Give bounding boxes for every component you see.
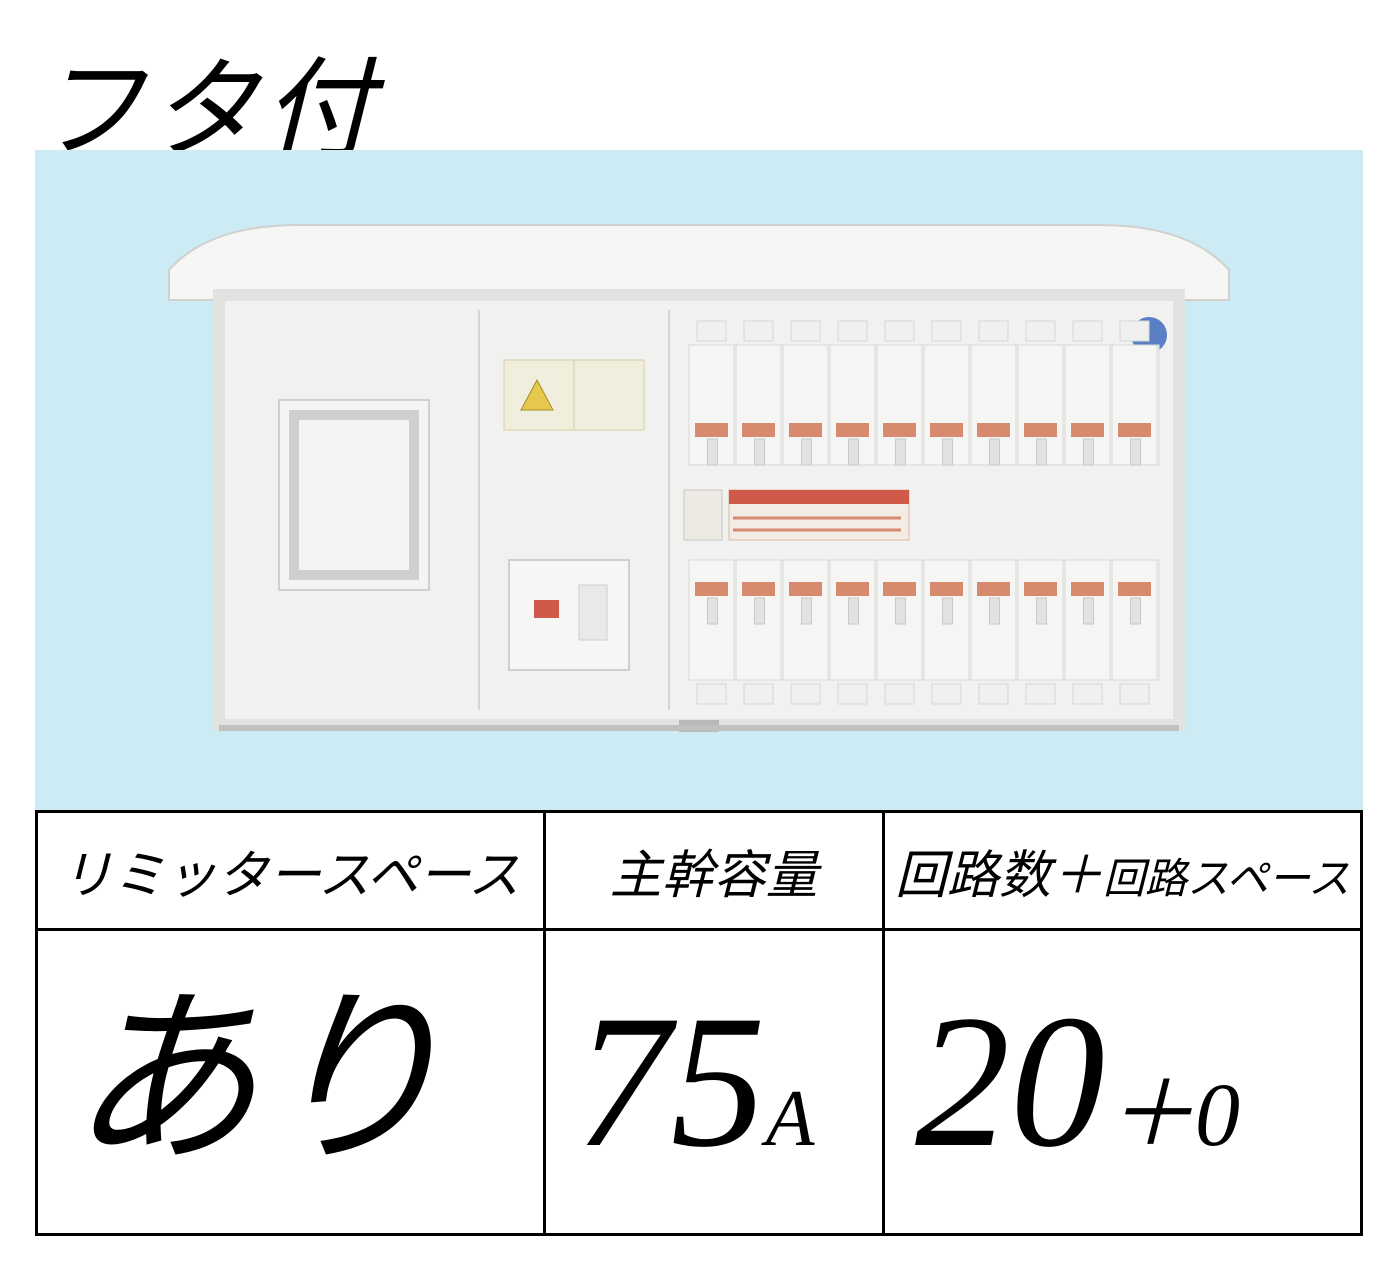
header-limiter-space: リミッタースペース — [37, 812, 545, 930]
value-limiter-space: あり — [37, 930, 545, 1235]
value-limiter-text: あり — [68, 977, 448, 1187]
value-main-capacity: 75A — [544, 930, 883, 1235]
header-circuits-a: 回路数 — [895, 848, 1051, 905]
product-spec-card: フタ付 — [0, 0, 1398, 1266]
value-circuits-plus: ＋ — [1105, 1066, 1195, 1165]
spec-header-row: リミッタースペース 主幹容量 回路数＋回路スペース — [37, 812, 1362, 930]
value-capacity-unit: A — [766, 1075, 815, 1163]
value-circuits-extra: 0 — [1195, 1066, 1240, 1165]
distribution-board-illustration — [149, 200, 1249, 760]
value-capacity-num: 75 — [576, 977, 766, 1187]
header-circuits: 回路数＋回路スペース — [883, 812, 1361, 930]
header-main-capacity: 主幹容量 — [544, 812, 883, 930]
spec-table: リミッタースペース 主幹容量 回路数＋回路スペース あり 75A 20＋0 — [35, 810, 1363, 1236]
value-circuits-num: 20 — [915, 977, 1105, 1187]
header-circuits-b: 回路スペース — [1103, 857, 1350, 903]
product-photo-area — [35, 150, 1363, 810]
spec-value-row: あり 75A 20＋0 — [37, 930, 1362, 1235]
header-circuits-plus: ＋ — [1051, 848, 1103, 905]
value-circuits: 20＋0 — [883, 930, 1361, 1235]
